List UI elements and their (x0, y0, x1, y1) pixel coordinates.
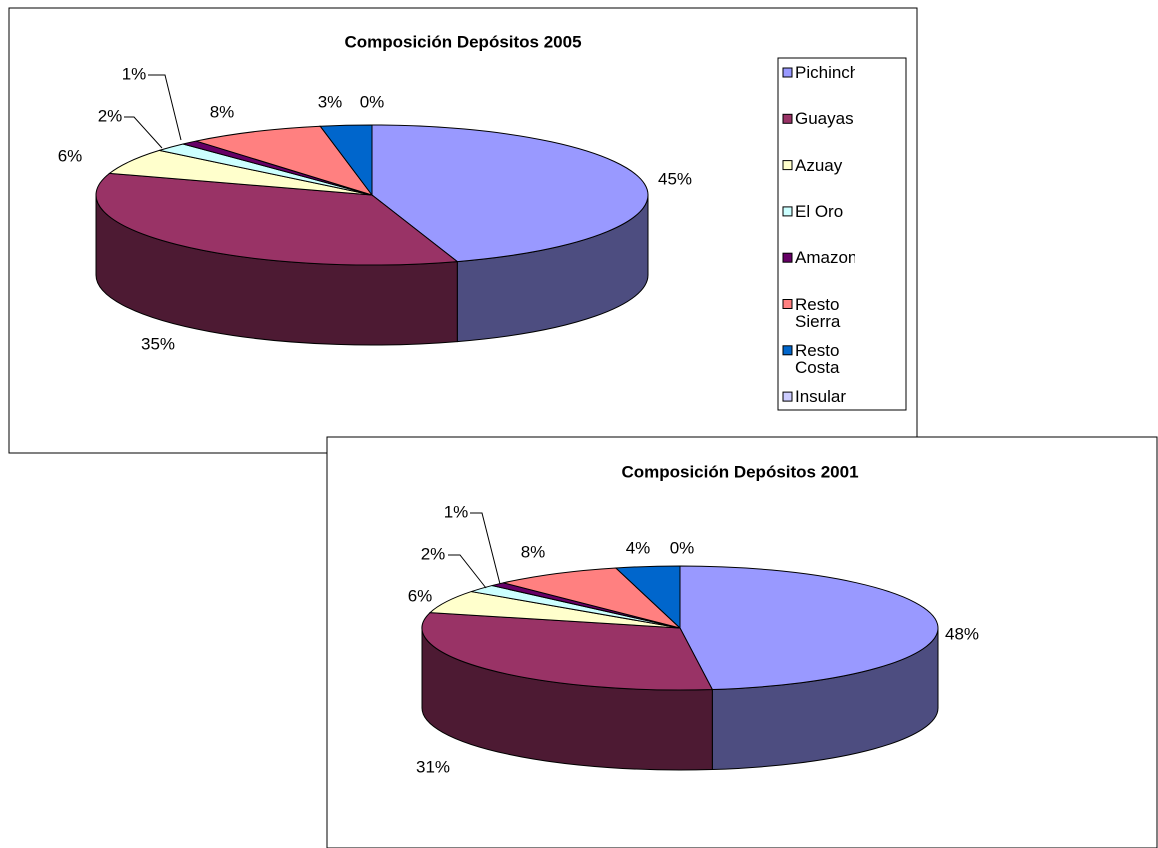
leader-line (124, 116, 163, 149)
legend-label: Pichincha (795, 64, 855, 82)
legend-swatch (782, 299, 793, 309)
legend-item: Insular (795, 388, 847, 407)
legend-label: Insular (795, 388, 847, 407)
data-label: 8% (521, 542, 546, 561)
legend-item: El Oro (795, 202, 844, 221)
legend-swatch (782, 345, 793, 356)
data-label: 45% (658, 169, 692, 188)
legend-label: Guayas (795, 110, 854, 129)
data-label: 1% (444, 502, 469, 521)
data-label: 35% (141, 334, 175, 353)
data-label: 6% (408, 586, 433, 605)
chart: Composición Depósitos 2005 45% 35% 6% 2% 1% 8%… (8, 7, 918, 454)
leader-line (148, 74, 182, 141)
legend-label: Resto Costa (795, 341, 840, 377)
legend-label: Amazonia (795, 249, 855, 268)
data-label: 48% (945, 624, 979, 643)
legend-label: Azuay (795, 156, 843, 175)
data-label: 31% (416, 757, 450, 776)
data-label: 2% (98, 106, 123, 125)
data-label: 3% (318, 92, 343, 111)
legend-item: Resto Sierra (795, 295, 841, 331)
legend-label: El Oro (795, 202, 844, 221)
chart: Composición Depósitos 2001 48% 31% 6% 2% 1% 8%… (326, 436, 1158, 848)
data-label: 1% (122, 64, 147, 83)
data-label: 8% (210, 102, 235, 121)
legend-item: Pichincha (795, 64, 855, 82)
data-label: 4% (626, 538, 651, 557)
data-label: 0% (670, 538, 695, 557)
legend-item: Azuay (795, 156, 843, 175)
data-label: 2% (421, 544, 446, 563)
legend-swatch (782, 252, 793, 263)
legend-item: Guayas (795, 110, 854, 129)
legend-swatch (782, 113, 793, 124)
legend-frame (777, 57, 907, 411)
chart-title: Composición Depósitos 2005 (344, 32, 581, 51)
legend-item: Resto Costa (795, 341, 840, 377)
legend-swatch (782, 67, 793, 78)
slice (195, 125, 374, 196)
legend-swatch (782, 206, 793, 217)
chart-title: Composición Depósitos 2001 (621, 462, 858, 481)
legend-swatch (782, 391, 793, 402)
legend-swatch (782, 160, 793, 171)
leader-line (470, 512, 501, 585)
slice (95, 172, 459, 266)
slice (371, 124, 649, 263)
leader-line (448, 554, 487, 589)
data-label: 0% (360, 92, 385, 111)
legend-item: Amazonia (795, 249, 855, 268)
data-label: 6% (58, 146, 83, 165)
slice (679, 565, 939, 691)
legend-label: Resto Sierra (795, 295, 841, 331)
slice (503, 567, 681, 629)
slice (421, 612, 714, 691)
